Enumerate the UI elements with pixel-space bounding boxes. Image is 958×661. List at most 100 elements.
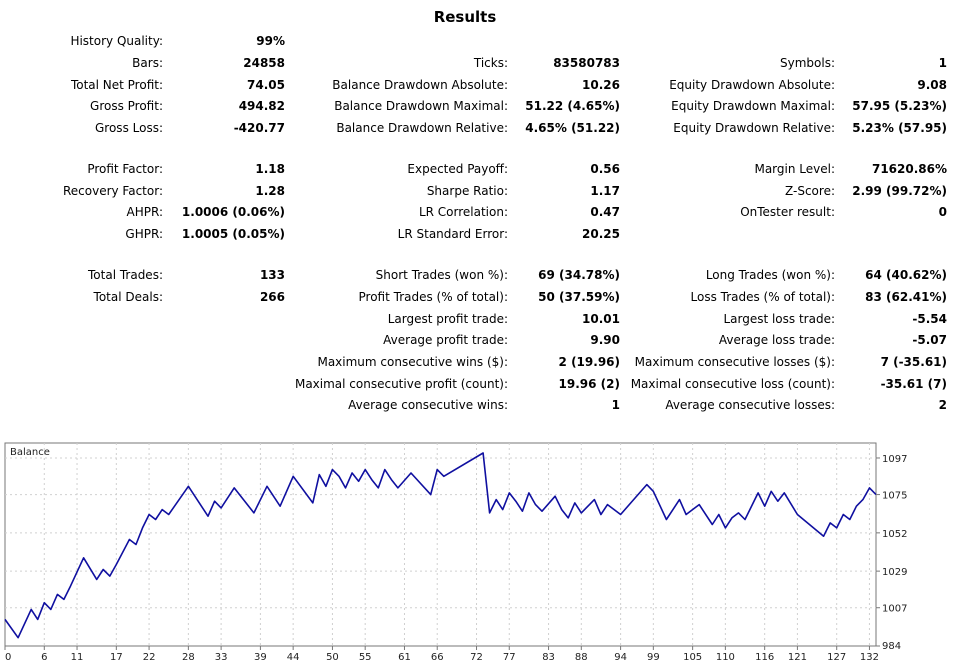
- sharpe-ratio-value: 1.17: [590, 184, 620, 198]
- chart-title: Balance: [10, 447, 50, 458]
- profit-factor-value: 1.18: [255, 162, 285, 176]
- largest-profit-trade-value: 10.01: [582, 312, 620, 326]
- x-tick-label: 110: [716, 652, 735, 661]
- maximal-consecutive-profit-count-value: 19.96 (2): [558, 377, 620, 391]
- long-trades-won-value: 64 (40.62%): [865, 268, 947, 282]
- profit-trades-of-total-value: 50 (37.59%): [538, 290, 620, 304]
- bars-label: Bars:: [132, 56, 163, 70]
- chart-plot-area: [4, 442, 877, 647]
- x-tick-label: 39: [254, 652, 267, 661]
- x-tick-label: 121: [788, 652, 807, 661]
- ahpr-value: 1.0006 (0.06%): [181, 205, 285, 219]
- average-consecutive-losses-value: 2: [938, 398, 947, 412]
- x-tick-label: 77: [503, 652, 516, 661]
- total-net-profit-label: Total Net Profit:: [70, 78, 163, 92]
- total-net-profit-value: 74.05: [247, 78, 285, 92]
- ontester-result-label: OnTester result:: [740, 205, 835, 219]
- x-tick-label: 28: [182, 652, 195, 661]
- symbols-label: Symbols:: [780, 56, 835, 70]
- history-quality-label: History Quality:: [70, 34, 163, 48]
- loss-trades-of-total-value: 83 (62.41%): [865, 290, 947, 304]
- balance-drawdown-absolute-label: Balance Drawdown Absolute:: [332, 78, 508, 92]
- maximum-consecutive-losses-label: Maximum consecutive losses ($):: [634, 355, 835, 369]
- margin-level-value: 71620.86%: [871, 162, 947, 176]
- total-deals-label: Total Deals:: [93, 290, 163, 304]
- gross-profit-value: 494.82: [238, 99, 285, 113]
- average-loss-trade-value: -5.07: [912, 333, 947, 347]
- margin-level-label: Margin Level:: [754, 162, 835, 176]
- average-loss-trade-label: Average loss trade:: [718, 333, 835, 347]
- ticks-label: Ticks:: [473, 56, 508, 70]
- x-tick-label: 22: [143, 652, 156, 661]
- expected-payoff-value: 0.56: [590, 162, 620, 176]
- history-quality-value: 99%: [256, 34, 285, 48]
- equity-drawdown-relative-value: 5.23% (57.95): [852, 121, 947, 135]
- x-tick-label: 66: [431, 652, 444, 661]
- symbols-value: 1: [938, 56, 947, 70]
- gross-loss-label: Gross Loss:: [95, 121, 163, 135]
- maximum-consecutive-wins-value: 2 (19.96): [558, 355, 620, 369]
- bars-value: 24858: [243, 56, 285, 70]
- x-tick-label: 132: [860, 652, 879, 661]
- equity-drawdown-maximal-value: 57.95 (5.23%): [852, 99, 947, 113]
- x-tick-label: 61: [398, 652, 411, 661]
- long-trades-won-label: Long Trades (won %):: [705, 268, 835, 282]
- y-tick-label: 1052: [882, 529, 907, 540]
- total-trades-label: Total Trades:: [88, 268, 163, 282]
- x-tick-label: 88: [575, 652, 588, 661]
- sharpe-ratio-label: Sharpe Ratio:: [426, 184, 508, 198]
- largest-loss-trade-value: -5.54: [912, 312, 947, 326]
- y-tick-label: 1075: [882, 491, 907, 502]
- balance-chart: Balance 984 1007 1029 1052 1075 1097 0 6 11 17 22…: [0, 440, 958, 661]
- ticks-value: 83580783: [553, 56, 620, 70]
- profit-factor-label: Profit Factor:: [87, 162, 163, 176]
- equity-drawdown-relative-label: Equity Drawdown Relative:: [673, 121, 835, 135]
- recovery-factor-label: Recovery Factor:: [62, 184, 163, 198]
- balance-drawdown-relative-label: Balance Drawdown Relative:: [336, 121, 508, 135]
- ghpr-value: 1.0005 (0.05%): [181, 227, 285, 241]
- gross-loss-value: -420.77: [233, 121, 285, 135]
- x-tick-label: 33: [215, 652, 228, 661]
- largest-loss-trade-label: Largest loss trade:: [723, 312, 835, 326]
- z-score-value: 2.99 (99.72%): [852, 184, 947, 198]
- x-tick-label: 6: [41, 652, 47, 661]
- x-tick-label: 72: [470, 652, 483, 661]
- lr-correlation-label: LR Correlation:: [418, 205, 508, 219]
- y-axis: 984 1007 1029 1052 1075 1097: [876, 454, 907, 652]
- x-tick-label: 44: [287, 652, 300, 661]
- average-consecutive-wins-value: 1: [611, 398, 620, 412]
- x-tick-label: 0: [5, 652, 11, 661]
- short-trades-won-label: Short Trades (won %):: [375, 268, 508, 282]
- balance-drawdown-relative-value: 4.65% (51.22): [525, 121, 620, 135]
- lr-correlation-value: 0.47: [590, 205, 620, 219]
- maximal-consecutive-loss-count-value: -35.61 (7): [880, 377, 947, 391]
- ghpr-label: GHPR:: [125, 227, 163, 241]
- ahpr-label: AHPR:: [126, 205, 163, 219]
- maximum-consecutive-wins-label: Maximum consecutive wins ($):: [317, 355, 508, 369]
- equity-drawdown-maximal-label: Equity Drawdown Maximal:: [671, 99, 835, 113]
- short-trades-won-value: 69 (34.78%): [538, 268, 620, 282]
- balance-series-line: [4, 452, 877, 639]
- total-deals-value: 266: [259, 290, 285, 304]
- profit-trades-of-total-label: Profit Trades (% of total):: [358, 290, 508, 304]
- statistics-panel: History Quality: 99% Bars: 24858 Ticks: 83580…: [62, 34, 947, 412]
- lr-standard-error-label: LR Standard Error:: [397, 227, 508, 241]
- average-consecutive-losses-label: Average consecutive losses:: [665, 398, 835, 412]
- y-tick-label: 1007: [882, 604, 907, 615]
- x-tick-label: 55: [359, 652, 372, 661]
- expected-payoff-label: Expected Payoff:: [407, 162, 508, 176]
- x-tick-label: 116: [755, 652, 774, 661]
- z-score-label: Z-Score:: [785, 184, 835, 198]
- x-tick-label: 99: [647, 652, 660, 661]
- average-profit-trade-label: Average profit trade:: [383, 333, 508, 347]
- maximum-consecutive-losses-value: 7 (-35.61): [880, 355, 947, 369]
- lr-standard-error-value: 20.25: [582, 227, 620, 241]
- x-tick-label: 17: [110, 652, 123, 661]
- average-consecutive-wins-label: Average consecutive wins:: [348, 398, 508, 412]
- balance-drawdown-maximal-value: 51.22 (4.65%): [525, 99, 620, 113]
- equity-drawdown-absolute-value: 9.08: [917, 78, 947, 92]
- x-tick-label: 11: [71, 652, 84, 661]
- y-tick-label: 1029: [882, 567, 907, 578]
- equity-drawdown-absolute-label: Equity Drawdown Absolute:: [669, 78, 835, 92]
